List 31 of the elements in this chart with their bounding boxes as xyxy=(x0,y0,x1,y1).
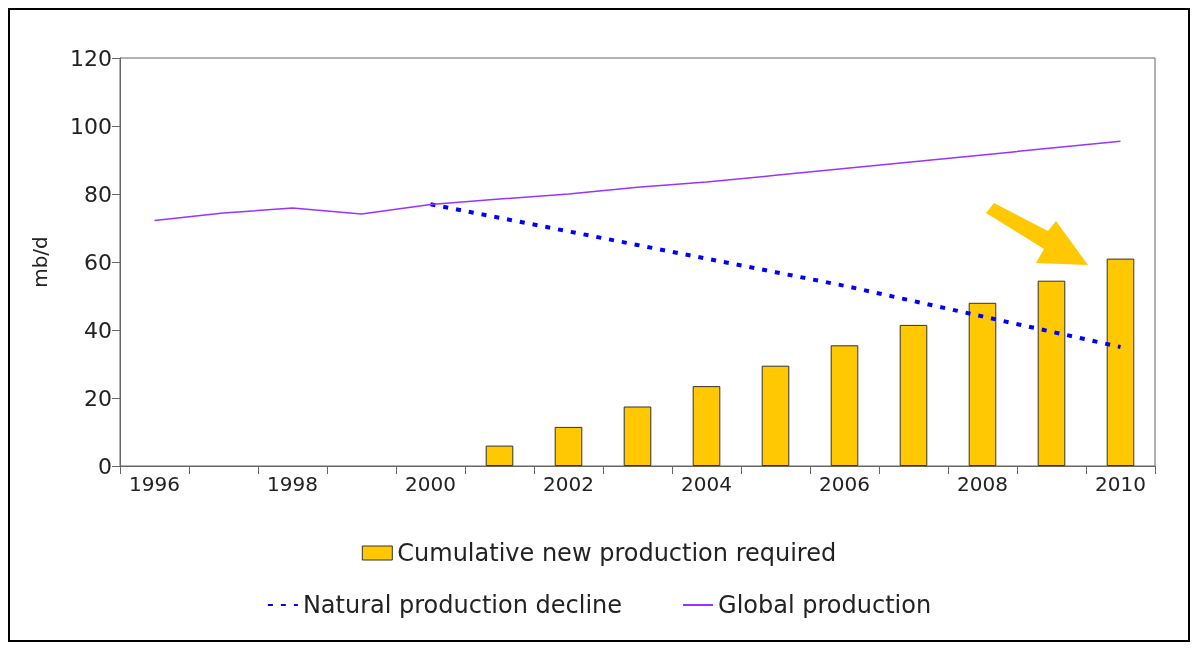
bar xyxy=(1106,258,1135,466)
y-tick-label: 20 xyxy=(84,385,112,411)
y-tick-label: 60 xyxy=(84,249,112,275)
y-tick-label: 80 xyxy=(84,181,112,207)
bar xyxy=(968,302,997,466)
bar xyxy=(692,386,721,466)
y-tick-label: 100 xyxy=(70,113,112,139)
x-tick-label: 2008 xyxy=(957,472,1008,496)
y-tick-label: 40 xyxy=(84,317,112,343)
bar xyxy=(623,406,652,466)
y-axis-title: mb/d xyxy=(28,236,52,288)
x-tick-label: 2010 xyxy=(1095,472,1146,496)
legend-label: Global production xyxy=(718,591,932,619)
x-tick-label: 2004 xyxy=(681,472,732,496)
line-series xyxy=(153,140,1122,222)
bar xyxy=(1037,280,1066,466)
x-tick-label: 2006 xyxy=(819,472,870,496)
x-tick-label: 2002 xyxy=(543,472,594,496)
bar xyxy=(485,445,514,466)
x-tick-label: 2000 xyxy=(405,472,456,496)
bar xyxy=(761,365,790,466)
y-tick-label: 120 xyxy=(70,45,112,71)
line-series xyxy=(428,202,1123,349)
y-tick-label: 0 xyxy=(98,453,112,479)
bar xyxy=(830,345,859,466)
legend-label: Cumulative new production required xyxy=(397,539,837,567)
x-tick-label: 1996 xyxy=(129,472,180,496)
x-tick-label: 1998 xyxy=(267,472,318,496)
legend-label: Natural production decline xyxy=(302,591,623,619)
bar xyxy=(554,426,583,466)
bar xyxy=(899,324,928,466)
